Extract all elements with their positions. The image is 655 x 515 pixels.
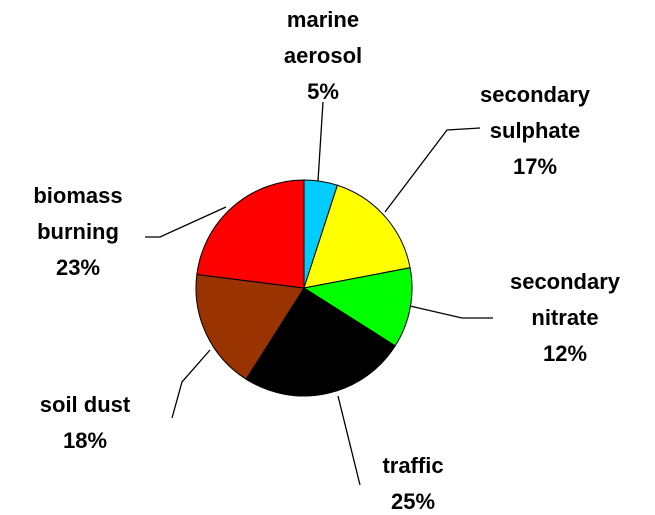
- slice-label: secondary sulphate 17%: [455, 77, 615, 185]
- pie-slice: [245, 287, 396, 397]
- category-label: traffic: [382, 453, 444, 478]
- leader-line: [409, 305, 493, 319]
- slice-label: soil dust 18%: [5, 387, 165, 459]
- category-label: marine aerosol: [283, 7, 363, 68]
- pie-slice: [195, 273, 305, 380]
- value-label: 17%: [512, 154, 558, 179]
- slice-label: marine aerosol 5%: [268, 2, 378, 110]
- category-label: biomass burning: [33, 183, 123, 244]
- pie-slice: [303, 184, 411, 289]
- leader-line: [317, 101, 324, 182]
- value-label: 12%: [542, 341, 588, 366]
- value-label: 25%: [390, 489, 436, 514]
- slice-label: traffic 25%: [358, 448, 468, 515]
- leader-line: [171, 349, 211, 419]
- category-label: secondary nitrate: [509, 269, 621, 330]
- value-label: 18%: [62, 428, 108, 453]
- leader-line: [145, 206, 227, 238]
- leader-line: [384, 127, 481, 213]
- value-label: 5%: [307, 79, 339, 104]
- category-label: secondary sulphate: [479, 82, 591, 143]
- slice-label: secondary nitrate 12%: [485, 264, 645, 372]
- value-label: 23%: [55, 255, 101, 280]
- pie-slice: [196, 179, 305, 289]
- pie-slice: [302, 267, 413, 347]
- leader-line: [337, 395, 361, 486]
- slice-label: biomass burning 23%: [3, 178, 153, 286]
- category-label: soil dust: [39, 392, 131, 417]
